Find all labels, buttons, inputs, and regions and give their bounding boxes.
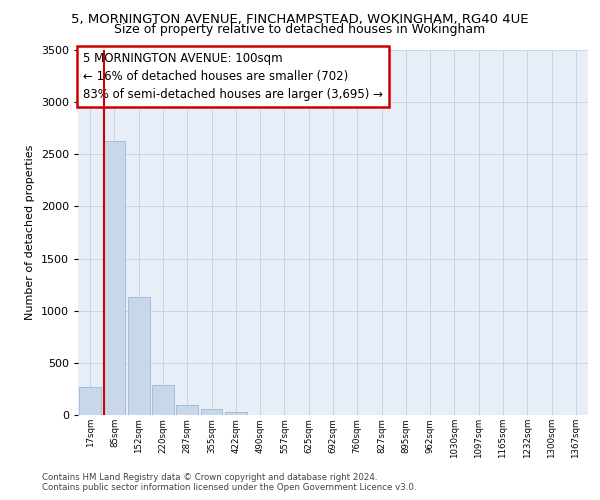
Bar: [152, 385, 174, 415]
Bar: [79, 387, 101, 415]
Text: Contains public sector information licensed under the Open Government Licence v3: Contains public sector information licen…: [42, 484, 416, 492]
Bar: [225, 412, 247, 415]
Text: Contains HM Land Registry data © Crown copyright and database right 2024.: Contains HM Land Registry data © Crown c…: [42, 472, 377, 482]
Bar: [200, 410, 223, 415]
Bar: [176, 404, 198, 415]
Text: 5, MORNINGTON AVENUE, FINCHAMPSTEAD, WOKINGHAM, RG40 4UE: 5, MORNINGTON AVENUE, FINCHAMPSTEAD, WOK…: [71, 12, 529, 26]
Text: 5 MORNINGTON AVENUE: 100sqm
← 16% of detached houses are smaller (702)
83% of se: 5 MORNINGTON AVENUE: 100sqm ← 16% of det…: [83, 52, 383, 101]
Bar: [104, 140, 125, 415]
Text: Size of property relative to detached houses in Wokingham: Size of property relative to detached ho…: [115, 22, 485, 36]
Y-axis label: Number of detached properties: Number of detached properties: [25, 145, 35, 320]
Bar: [128, 297, 149, 415]
